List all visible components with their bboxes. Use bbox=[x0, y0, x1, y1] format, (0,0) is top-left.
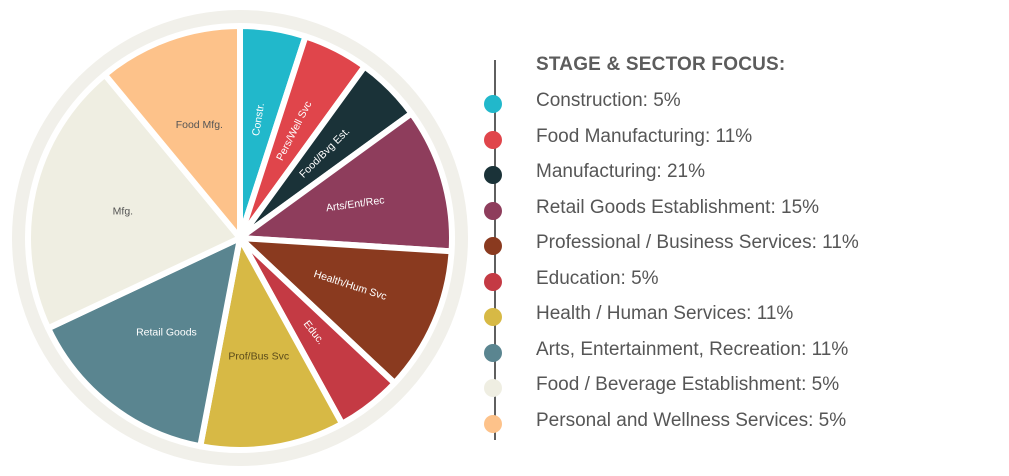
legend-label: Food / Beverage Establishment: 5% bbox=[536, 374, 840, 395]
pie-slice bbox=[101, 23, 243, 241]
pie-slice bbox=[237, 110, 455, 255]
legend-label: Education: 5% bbox=[536, 267, 659, 289]
legend-item: Retail Goods Establishment: 15% bbox=[474, 196, 994, 226]
pie-slice bbox=[197, 235, 346, 453]
legend-label: Construction: 5% bbox=[536, 90, 681, 111]
legend-item: Food / Beverage Establishment: 5% bbox=[474, 373, 994, 403]
slice-label: Prof/Bus Svc bbox=[228, 350, 289, 362]
legend-item: Construction: 5% bbox=[474, 89, 994, 119]
slice-label: Constr. bbox=[250, 102, 267, 137]
legend-label: Retail Goods Establishment: 15% bbox=[536, 196, 820, 218]
legend-swatch bbox=[484, 379, 502, 397]
legend-label: Professional / Business Services: 11% bbox=[536, 232, 859, 253]
legend-item: Personal and Wellness Services: 5% bbox=[474, 409, 994, 439]
legend-item: Arts, Entertainment, Recreation: 11% bbox=[474, 338, 994, 368]
legend-swatch bbox=[484, 272, 502, 291]
pie-slice bbox=[25, 71, 243, 332]
legend-item: Manufacturing: 21% bbox=[474, 160, 994, 190]
legend-swatch bbox=[484, 414, 502, 433]
legend-swatch bbox=[484, 343, 502, 362]
legend-swatch bbox=[484, 308, 502, 326]
pie-slice bbox=[45, 235, 243, 450]
legend: STAGE & SECTOR FOCUS: Construction: 5% Fo… bbox=[474, 40, 994, 460]
legend-swatch bbox=[484, 130, 502, 149]
legend-label: Manufacturing: 21% bbox=[536, 161, 705, 182]
legend-item: Health / Human Services: 11% bbox=[474, 302, 994, 332]
legend-item: Professional / Business Services: 11% bbox=[474, 231, 994, 261]
legend-label: Health / Human Services: 11% bbox=[536, 303, 794, 324]
slice-label: Mfg. bbox=[113, 206, 133, 218]
legend-swatch bbox=[484, 95, 502, 113]
slice-label: Food Mfg. bbox=[176, 119, 223, 131]
legend-swatch bbox=[484, 237, 502, 255]
legend-label: Arts, Entertainment, Recreation: 11% bbox=[536, 338, 849, 360]
legend-label: Food Manufacturing: 11% bbox=[536, 125, 753, 147]
legend-title: STAGE & SECTOR FOCUS: bbox=[536, 54, 786, 75]
legend-swatch bbox=[484, 201, 502, 220]
legend-swatch bbox=[484, 166, 502, 184]
pie-slice bbox=[237, 235, 455, 387]
legend-item: Food Manufacturing: 11% bbox=[474, 125, 994, 155]
legend-label: Personal and Wellness Services: 5% bbox=[536, 409, 847, 431]
slice-label: Retail Goods bbox=[136, 327, 197, 339]
legend-item: Education: 5% bbox=[474, 267, 994, 297]
